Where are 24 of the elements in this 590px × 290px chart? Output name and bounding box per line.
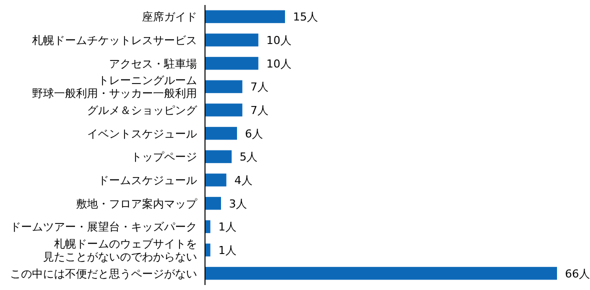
y-tick-label: トレーニングルーム野球一般利用・サッカー一般利用 xyxy=(32,74,197,100)
y-tick-label: トップページ xyxy=(131,150,197,164)
y-tick-label: イベントスケジュール xyxy=(87,127,197,140)
y-tick-label: 座席ガイド xyxy=(142,10,197,24)
data-label: 10人 xyxy=(266,57,292,70)
data-label: 3人 xyxy=(229,197,247,210)
data-label: 7人 xyxy=(250,80,268,94)
y-tick-label: 札幌ドームチケットレスサービス xyxy=(32,34,197,47)
y-tick-label: この中には不便だと思うページがない xyxy=(10,267,197,280)
data-label: 6人 xyxy=(245,127,263,140)
y-tick-label: 札幌ドームのウェブサイトを見たことがないのでわからない xyxy=(43,238,197,264)
data-label: 5人 xyxy=(240,150,258,164)
y-tick-label: アクセス・駐車場 xyxy=(109,57,197,70)
y-tick-label: ドームツアー・展望台・キッズパーク xyxy=(10,220,197,234)
data-label: 15人 xyxy=(293,10,318,24)
y-tick-label: ドームスケジュール xyxy=(98,174,197,187)
data-label: 1人 xyxy=(218,220,236,234)
data-label: 7人 xyxy=(250,104,268,117)
data-label: 66人 xyxy=(565,267,590,280)
data-label: 1人 xyxy=(218,244,236,257)
y-tick-label: グルメ＆ショッピング xyxy=(87,104,198,117)
y-tick-label: 敷地・フロア案内マップ xyxy=(76,197,198,210)
data-label: 4人 xyxy=(234,174,252,187)
data-label: 10人 xyxy=(266,34,292,47)
